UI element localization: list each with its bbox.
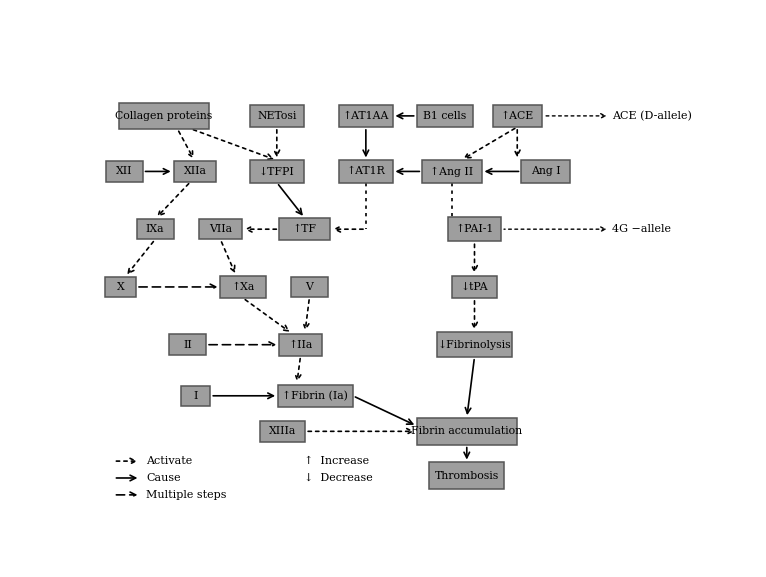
- Text: VIIa: VIIa: [209, 224, 232, 234]
- Text: ↑  Increase: ↑ Increase: [303, 456, 368, 466]
- Text: Fibrin accumulation: Fibrin accumulation: [411, 426, 522, 436]
- FancyBboxPatch shape: [221, 276, 266, 298]
- FancyBboxPatch shape: [250, 160, 303, 182]
- Text: Activate: Activate: [146, 456, 192, 466]
- Text: ↑PAI-1: ↑PAI-1: [455, 224, 493, 234]
- FancyBboxPatch shape: [119, 103, 208, 129]
- FancyBboxPatch shape: [169, 335, 206, 355]
- FancyBboxPatch shape: [417, 418, 516, 445]
- FancyBboxPatch shape: [105, 277, 136, 297]
- Text: ↓tPA: ↓tPA: [460, 282, 488, 292]
- Text: X: X: [116, 282, 125, 292]
- Text: IXa: IXa: [146, 224, 165, 234]
- FancyBboxPatch shape: [174, 161, 216, 182]
- Text: ↓Fibrinolysis: ↓Fibrinolysis: [437, 340, 512, 350]
- FancyBboxPatch shape: [181, 385, 211, 406]
- Text: 4G −allele: 4G −allele: [504, 224, 671, 234]
- Text: ↑Ang II: ↑Ang II: [430, 166, 473, 177]
- FancyBboxPatch shape: [279, 334, 322, 356]
- FancyBboxPatch shape: [493, 105, 542, 127]
- FancyBboxPatch shape: [422, 160, 482, 182]
- Text: ↓TFPI: ↓TFPI: [259, 166, 295, 177]
- Text: XIIa: XIIa: [183, 166, 206, 177]
- Text: I: I: [193, 391, 198, 401]
- Text: Ang I: Ang I: [531, 166, 561, 177]
- FancyBboxPatch shape: [339, 160, 392, 182]
- FancyBboxPatch shape: [452, 276, 497, 298]
- Text: ↑Xa: ↑Xa: [231, 282, 254, 292]
- FancyBboxPatch shape: [417, 105, 473, 127]
- Text: Multiple steps: Multiple steps: [146, 490, 227, 500]
- Text: B1 cells: B1 cells: [423, 111, 466, 121]
- Text: ↑Fibrin (Ia): ↑Fibrin (Ia): [283, 391, 349, 401]
- FancyBboxPatch shape: [260, 421, 306, 441]
- Text: V: V: [306, 282, 313, 292]
- FancyBboxPatch shape: [278, 385, 353, 407]
- Text: Cause: Cause: [146, 473, 181, 483]
- Text: ↑AT1AA: ↑AT1AA: [342, 111, 389, 121]
- FancyBboxPatch shape: [279, 218, 330, 240]
- Text: II: II: [183, 340, 192, 350]
- FancyBboxPatch shape: [522, 160, 570, 182]
- FancyBboxPatch shape: [448, 217, 501, 241]
- FancyBboxPatch shape: [339, 105, 392, 127]
- FancyBboxPatch shape: [106, 161, 142, 182]
- Text: NETosi: NETosi: [257, 111, 296, 121]
- FancyBboxPatch shape: [291, 277, 328, 297]
- Text: ↑AT1R: ↑AT1R: [346, 166, 385, 177]
- Text: Collagen proteins: Collagen proteins: [116, 111, 213, 121]
- Text: ↑ACE: ↑ACE: [501, 111, 534, 121]
- FancyBboxPatch shape: [437, 332, 512, 357]
- FancyBboxPatch shape: [250, 105, 303, 127]
- Text: ↓  Decrease: ↓ Decrease: [303, 473, 372, 483]
- FancyBboxPatch shape: [199, 219, 242, 239]
- Text: Thrombosis: Thrombosis: [434, 471, 499, 481]
- Text: ↑TF: ↑TF: [293, 224, 316, 234]
- Text: XIIIa: XIIIa: [269, 426, 296, 436]
- Text: XII: XII: [116, 166, 133, 177]
- Text: ↑IIa: ↑IIa: [289, 340, 313, 350]
- FancyBboxPatch shape: [430, 462, 504, 489]
- FancyBboxPatch shape: [136, 219, 174, 239]
- Text: ACE (D-allele): ACE (D-allele): [545, 111, 692, 121]
